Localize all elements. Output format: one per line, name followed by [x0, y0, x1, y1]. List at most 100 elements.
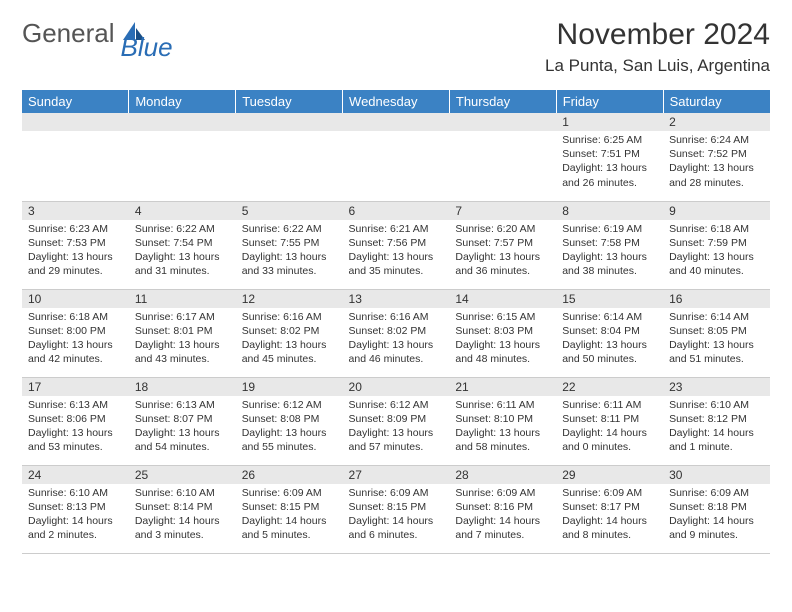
sunset-text: Sunset: 7:52 PM [669, 147, 764, 161]
day-number: 16 [663, 290, 770, 308]
day-number: 10 [22, 290, 129, 308]
weekday-header: Friday [556, 90, 663, 113]
calendar-day-cell: 17Sunrise: 6:13 AMSunset: 8:06 PMDayligh… [22, 377, 129, 465]
sunset-text: Sunset: 8:07 PM [135, 412, 230, 426]
daylight-text: Daylight: 13 hours and 33 minutes. [242, 250, 337, 278]
daylight-text: Daylight: 13 hours and 50 minutes. [562, 338, 657, 366]
sunset-text: Sunset: 8:02 PM [349, 324, 444, 338]
day-data: Sunrise: 6:13 AMSunset: 8:06 PMDaylight:… [22, 396, 129, 459]
sunrise-text: Sunrise: 6:18 AM [669, 222, 764, 236]
sunrise-text: Sunrise: 6:21 AM [349, 222, 444, 236]
sunset-text: Sunset: 8:04 PM [562, 324, 657, 338]
day-number: 13 [343, 290, 450, 308]
calendar-day-cell: 3Sunrise: 6:23 AMSunset: 7:53 PMDaylight… [22, 201, 129, 289]
calendar-week-row: 10 Sunrise: 6:18 AMSunset: 8:00 PM Dayligh… [22, 289, 770, 377]
calendar-day-cell: 12Sunrise: 6:16 AMSunset: 8:02 PMDayligh… [236, 289, 343, 377]
sunrise-text: Sunrise: 6:12 AM [242, 398, 337, 412]
day-number: 1 [556, 113, 663, 131]
day-data: Sunrise: 6:13 AMSunset: 8:07 PMDaylight:… [129, 396, 236, 459]
calendar-day-cell: 6Sunrise: 6:21 AMSunset: 7:56 PMDaylight… [343, 201, 450, 289]
day-number: 19 [236, 378, 343, 396]
daylight-text: Daylight: 13 hours and 45 minutes. [242, 338, 337, 366]
sunrise-text: Sunrise: 6:15 AM [455, 310, 550, 324]
daylight-text: Daylight: 14 hours and 2 minutes. [28, 514, 123, 542]
calendar-day-cell: 15Sunrise: 6:14 AMSunset: 8:04 PMDayligh… [556, 289, 663, 377]
weekday-header: Sunday [22, 90, 129, 113]
weekday-header: Wednesday [343, 90, 450, 113]
sunset-text: Sunset: 7:56 PM [349, 236, 444, 250]
calendar-day-cell: 13 Sunrise: 6:16 AMSunset: 8:02 PMDayligh… [343, 289, 450, 377]
sunset-text: Sunset: 7:58 PM [562, 236, 657, 250]
calendar-day-cell: 30Sunrise: 6:09 AMSunset: 8:18 PMDayligh… [663, 465, 770, 553]
daylight-text: Daylight: 13 hours and 58 minutes. [455, 426, 550, 454]
daylight-text: Daylight: 14 hours and 8 minutes. [562, 514, 657, 542]
day-data: Sunrise: 6:17 AMSunset: 8:01 PMDaylight:… [129, 308, 236, 371]
day-number: 22 [556, 378, 663, 396]
sunrise-text: Sunrise: 6:12 AM [349, 398, 444, 412]
day-number [343, 113, 450, 131]
sunrise-text: Sunrise: 6:10 AM [135, 486, 230, 500]
calendar-day-cell [449, 113, 556, 201]
calendar-week-row: 17Sunrise: 6:13 AMSunset: 8:06 PMDayligh… [22, 377, 770, 465]
sunrise-text: Sunrise: 6:11 AM [562, 398, 657, 412]
day-data: Sunrise: 6:10 AMSunset: 8:12 PMDaylight:… [663, 396, 770, 459]
day-data: Sunrise: 6:11 AMSunset: 8:11 PMDaylight:… [556, 396, 663, 459]
sunrise-text: Sunrise: 6:09 AM [669, 486, 764, 500]
weekday-header: Monday [129, 90, 236, 113]
location-text: La Punta, San Luis, Argentina [545, 56, 770, 76]
day-number: 6 [343, 202, 450, 220]
sunrise-text: Sunrise: 6:09 AM [242, 486, 337, 500]
calendar-day-cell: 7Sunrise: 6:20 AMSunset: 7:57 PMDaylight… [449, 201, 556, 289]
weekday-header: Tuesday [236, 90, 343, 113]
day-data: Sunrise: 6:16 AMSunset: 8:02 PMDaylight:… [236, 308, 343, 371]
sunset-text: Sunset: 7:55 PM [242, 236, 337, 250]
day-number: 15 [556, 290, 663, 308]
daylight-text: Daylight: 14 hours and 6 minutes. [349, 514, 444, 542]
day-number: 26 [236, 466, 343, 484]
sunset-text: Sunset: 8:15 PM [349, 500, 444, 514]
calendar-day-cell: 11Sunrise: 6:17 AMSunset: 8:01 PMDayligh… [129, 289, 236, 377]
weekday-header: Saturday [663, 90, 770, 113]
sunrise-text: Sunrise: 6:22 AM [135, 222, 230, 236]
calendar-day-cell: 18Sunrise: 6:13 AMSunset: 8:07 PMDayligh… [129, 377, 236, 465]
sunset-text: Sunset: 7:51 PM [562, 147, 657, 161]
calendar-day-cell: 23Sunrise: 6:10 AMSunset: 8:12 PMDayligh… [663, 377, 770, 465]
daylight-text: Daylight: 13 hours and 38 minutes. [562, 250, 657, 278]
sunrise-text: Sunrise: 6:10 AM [28, 486, 123, 500]
calendar-day-cell: 29Sunrise: 6:09 AMSunset: 8:17 PMDayligh… [556, 465, 663, 553]
daylight-text: Daylight: 13 hours and 54 minutes. [135, 426, 230, 454]
daylight-text: Daylight: 13 hours and 46 minutes. [349, 338, 444, 366]
day-number: 24 [22, 466, 129, 484]
day-number: 29 [556, 466, 663, 484]
sunset-text: Sunset: 8:10 PM [455, 412, 550, 426]
sunset-text: Sunset: 8:14 PM [135, 500, 230, 514]
calendar-day-cell: 19Sunrise: 6:12 AMSunset: 8:08 PMDayligh… [236, 377, 343, 465]
day-data: Sunrise: 6:12 AMSunset: 8:08 PMDaylight:… [236, 396, 343, 459]
sunrise-text: Sunrise: 6:16 AM [349, 310, 444, 324]
daylight-text: Daylight: 13 hours and 29 minutes. [28, 250, 123, 278]
day-number [22, 113, 129, 131]
logo-text-general: General [22, 18, 115, 49]
day-data: Sunrise: 6:11 AMSunset: 8:10 PMDaylight:… [449, 396, 556, 459]
calendar-day-cell: 22Sunrise: 6:11 AMSunset: 8:11 PMDayligh… [556, 377, 663, 465]
daylight-text: Daylight: 13 hours and 40 minutes. [669, 250, 764, 278]
daylight-text: Daylight: 13 hours and 55 minutes. [242, 426, 337, 454]
month-title: November 2024 [545, 18, 770, 52]
day-number: 3 [22, 202, 129, 220]
calendar-week-row: 24Sunrise: 6:10 AMSunset: 8:13 PMDayligh… [22, 465, 770, 553]
day-data: Sunrise: 6:12 AMSunset: 8:09 PMDaylight:… [343, 396, 450, 459]
day-number: 17 [22, 378, 129, 396]
calendar-day-cell: 8Sunrise: 6:19 AMSunset: 7:58 PMDaylight… [556, 201, 663, 289]
day-data [22, 131, 129, 137]
sunrise-text: Sunrise: 6:18 AM [28, 310, 123, 324]
sunset-text: Sunset: 8:15 PM [242, 500, 337, 514]
day-number: 8 [556, 202, 663, 220]
calendar-day-cell: 24 Sunrise: 6:10 AMSunset: 8:13 PMDayligh… [22, 465, 129, 553]
day-data: Sunrise: 6:09 AMSunset: 8:18 PMDaylight:… [663, 484, 770, 547]
sunset-text: Sunset: 8:13 PM [28, 500, 123, 514]
sunset-text: Sunset: 8:00 PM [28, 324, 123, 338]
day-number: 30 [663, 466, 770, 484]
sunset-text: Sunset: 8:12 PM [669, 412, 764, 426]
day-data: Sunrise: 6:15 AMSunset: 8:03 PMDaylight:… [449, 308, 556, 371]
sunrise-text: Sunrise: 6:13 AM [28, 398, 123, 412]
